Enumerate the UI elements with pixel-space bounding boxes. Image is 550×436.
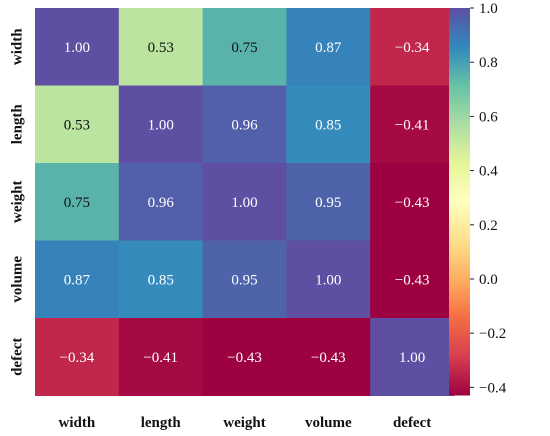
value-label-weight-weight: 1.00 bbox=[231, 195, 257, 211]
heatmap-cell-volume-defect bbox=[370, 240, 455, 319]
colorbar-ticks: 1.0 0.8 0.6 0.4 0.2 0.0 −0.2 −0.4 bbox=[470, 1, 507, 396]
heatmap-cell-volume-volume bbox=[286, 240, 371, 319]
value-label-width-volume: 0.87 bbox=[315, 40, 342, 56]
heatmap-cell-defect-defect bbox=[370, 318, 455, 396]
value-label-width-defect: −0.34 bbox=[395, 40, 430, 56]
value-label-weight-volume: 0.95 bbox=[315, 195, 341, 211]
colorbar-tick-label: 0.2 bbox=[479, 218, 498, 234]
value-label-length-volume: 0.85 bbox=[315, 117, 341, 133]
colorbar: 1.0 0.8 0.6 0.4 0.2 0.0 −0.2 −0.4 bbox=[449, 1, 507, 396]
heatmap-cell-weight-volume bbox=[286, 163, 371, 241]
colorbar-tick-label: −0.2 bbox=[479, 326, 506, 342]
heatmap-cell-weight-length bbox=[118, 163, 204, 241]
colorbar-tick-label: 1.0 bbox=[479, 1, 498, 17]
value-label-defect-width: −0.34 bbox=[60, 350, 95, 366]
y-tick-label-volume: volume bbox=[9, 256, 25, 303]
heatmap-cells bbox=[35, 8, 455, 396]
x-tick-label-length: length bbox=[141, 415, 182, 431]
heatmap-cell-volume-weight bbox=[202, 240, 287, 319]
heatmap-cell-length-weight bbox=[202, 85, 287, 164]
value-label-defect-length: −0.41 bbox=[143, 350, 178, 366]
heatmap-cell-width-width bbox=[35, 8, 120, 86]
colorbar-gradient bbox=[449, 8, 470, 396]
value-label-width-weight: 0.75 bbox=[231, 40, 257, 56]
heatmap-cell-width-volume bbox=[286, 8, 371, 86]
value-label-length-defect: −0.41 bbox=[395, 117, 430, 133]
value-label-weight-length: 0.96 bbox=[148, 195, 175, 211]
heatmap-cell-volume-length bbox=[118, 240, 204, 319]
value-label-volume-width: 0.87 bbox=[64, 272, 91, 288]
value-label-weight-defect: −0.43 bbox=[395, 195, 430, 211]
heatmap-cell-length-length bbox=[118, 85, 204, 164]
heatmap-cell-length-width bbox=[35, 85, 120, 164]
value-label-volume-length: 0.85 bbox=[148, 272, 174, 288]
heatmap-cell-length-defect bbox=[370, 85, 455, 164]
heatmap-cell-defect-length bbox=[118, 318, 204, 396]
heatmap-cell-length-volume bbox=[286, 85, 371, 164]
x-tick-label-volume: volume bbox=[305, 415, 352, 431]
heatmap-value-labels: 1.00 0.53 0.75 0.87 −0.34 0.53 1.00 0.96 0.85 −0.… bbox=[60, 40, 430, 366]
x-tick-label-defect: defect bbox=[393, 415, 431, 431]
heatmap-cell-defect-weight bbox=[202, 318, 287, 396]
value-label-defect-volume: −0.43 bbox=[311, 350, 346, 366]
y-tick-label-weight: weight bbox=[9, 181, 25, 224]
value-label-weight-width: 0.75 bbox=[64, 195, 90, 211]
y-tick-label-width: width bbox=[9, 28, 25, 65]
heatmap-cell-volume-width bbox=[35, 240, 120, 319]
colorbar-tick-label: 0.4 bbox=[479, 164, 498, 180]
heatmap-cell-weight-defect bbox=[370, 163, 455, 241]
value-label-defect-defect: 1.00 bbox=[399, 350, 425, 366]
value-label-defect-weight: −0.43 bbox=[227, 350, 262, 366]
y-tick-label-length: length bbox=[9, 104, 25, 145]
heatmap-cell-width-defect bbox=[370, 8, 455, 86]
heatmap-cell-defect-width bbox=[35, 318, 120, 396]
value-label-length-width: 0.53 bbox=[64, 117, 90, 133]
colorbar-tick-label: 0.8 bbox=[479, 55, 498, 71]
colorbar-tick-label: 0.6 bbox=[479, 109, 498, 125]
heatmap-cell-width-length bbox=[118, 8, 204, 86]
heatmap-cell-defect-volume bbox=[286, 318, 371, 396]
colorbar-tick-label: 0.0 bbox=[479, 272, 498, 288]
value-label-volume-defect: −0.43 bbox=[395, 272, 430, 288]
x-tick-label-weight: weight bbox=[223, 415, 266, 431]
value-label-width-length: 0.53 bbox=[148, 40, 174, 56]
y-tick-label-defect: defect bbox=[9, 338, 25, 376]
heatmap-cell-weight-weight bbox=[202, 163, 287, 241]
heatmap-cell-width-weight bbox=[202, 8, 287, 86]
y-axis-tick-labels: width length weight volume defect bbox=[9, 28, 25, 376]
value-label-volume-weight: 0.95 bbox=[231, 272, 257, 288]
colorbar-tick-label: −0.4 bbox=[479, 380, 507, 396]
value-label-length-length: 1.00 bbox=[148, 117, 174, 133]
value-label-width-width: 1.00 bbox=[64, 40, 90, 56]
value-label-volume-volume: 1.00 bbox=[315, 272, 341, 288]
value-label-length-weight: 0.96 bbox=[231, 117, 258, 133]
heatmap-cell-weight-width bbox=[35, 163, 120, 241]
x-axis-tick-labels: width length weight volume defect bbox=[59, 415, 432, 431]
x-tick-label-width: width bbox=[59, 415, 96, 431]
